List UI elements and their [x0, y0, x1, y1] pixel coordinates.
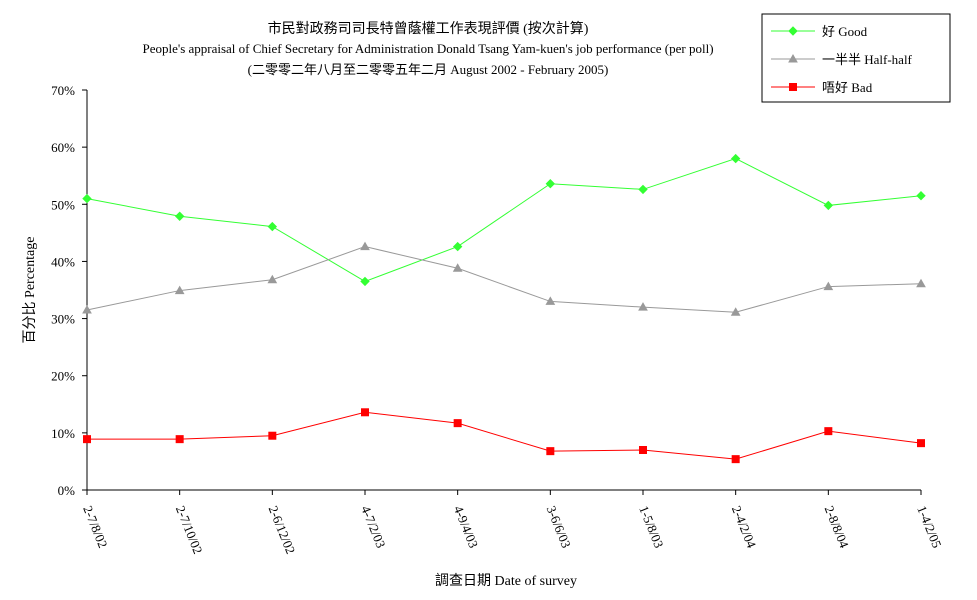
data-point — [174, 211, 185, 221]
chart-title-line-3: (二零零二年八月至二零零五年二月 August 2002 - February … — [248, 62, 609, 77]
legend: 好 Good 一半半 Half-half 唔好 Bad — [761, 13, 951, 103]
legend-marker — [788, 26, 798, 36]
series-group — [82, 153, 926, 464]
data-point — [82, 304, 92, 314]
data-point — [175, 435, 184, 444]
legend-marker — [789, 83, 797, 91]
data-point — [545, 296, 556, 305]
y-tick-label: 30% — [51, 312, 75, 327]
series-line — [86, 158, 922, 282]
series-line — [87, 411, 922, 460]
x-tick-label: 2-6/12/02 — [266, 504, 299, 556]
data-point — [361, 408, 369, 417]
data-point — [452, 241, 463, 252]
x-tick-label: 2-8/8/04 — [822, 504, 853, 551]
data-point — [917, 439, 925, 448]
y-axis-label: 百分比 Percentage — [22, 237, 38, 344]
series-3 — [83, 408, 925, 464]
data-point — [731, 455, 740, 464]
axes — [86, 90, 921, 491]
data-point — [638, 184, 648, 195]
data-point — [546, 447, 555, 456]
x-tick-label: 4-9/4/03 — [451, 504, 481, 550]
x-axis-ticks: 2-7/8/02 2-7/10/02 2-6/12/02 4-7/2/03 4-9/4/… — [80, 490, 945, 556]
data-point — [360, 241, 370, 251]
data-point — [452, 263, 463, 272]
data-point — [916, 278, 926, 288]
data-point — [639, 446, 647, 454]
data-point — [730, 307, 741, 316]
data-point — [638, 302, 648, 311]
chart-title-line-2: People's appraisal of Chief Secretary fo… — [142, 41, 713, 56]
chart-title: 市民對政務司司長特曾蔭權工作表現評價 (按次計算) People's appra… — [142, 20, 713, 77]
x-tick-label: 2-4/2/04 — [729, 504, 760, 551]
x-tick-label: 2-7/8/02 — [80, 504, 110, 550]
series-2 — [82, 241, 926, 316]
data-point — [174, 285, 185, 295]
y-tick-label: 40% — [51, 254, 75, 269]
x-tick-label: 3-6/6/03 — [544, 504, 574, 550]
data-point — [82, 193, 92, 204]
data-point — [823, 200, 834, 211]
y-tick-label: 70% — [51, 83, 75, 98]
legend-label: 一半半 Half-half — [822, 52, 913, 67]
legend-item: 唔好 Bad — [771, 80, 873, 95]
data-point — [453, 419, 462, 428]
data-point — [360, 276, 370, 287]
legend-item: 好 Good — [771, 24, 868, 39]
legend-item: 一半半 Half-half — [771, 52, 913, 67]
x-tick-label: 1-5/8/03 — [636, 504, 666, 550]
data-point — [267, 274, 278, 284]
data-point — [268, 431, 277, 440]
chart-title-line-1: 市民對政務司司長特曾蔭權工作表現評價 (按次計算) — [268, 20, 589, 37]
x-tick-label: 1-4/2/05 — [914, 504, 944, 550]
data-point — [730, 153, 741, 164]
series-line — [86, 246, 922, 313]
y-tick-label: 10% — [51, 426, 75, 441]
legend-label: 唔好 Bad — [822, 80, 873, 95]
legend-label: 好 Good — [822, 24, 868, 39]
data-point — [267, 221, 278, 232]
y-tick-label: 60% — [51, 140, 75, 155]
data-point — [824, 427, 833, 436]
data-point — [83, 435, 91, 444]
y-tick-label: 0% — [58, 483, 76, 498]
data-point — [916, 191, 926, 201]
y-axis-ticks: 0% 10% 20% 30% 40% 50% 60% 70% — [51, 83, 87, 498]
data-point — [545, 179, 556, 189]
y-tick-label: 20% — [51, 369, 75, 384]
x-axis-label: 調查日期 Date of survey — [435, 573, 577, 589]
data-point — [823, 281, 834, 291]
legend-marker — [788, 53, 798, 63]
x-tick-label: 4-7/2/03 — [358, 504, 388, 550]
series-1 — [82, 153, 926, 287]
y-tick-label: 50% — [51, 197, 75, 212]
x-tick-label: 2-7/10/02 — [173, 504, 206, 556]
